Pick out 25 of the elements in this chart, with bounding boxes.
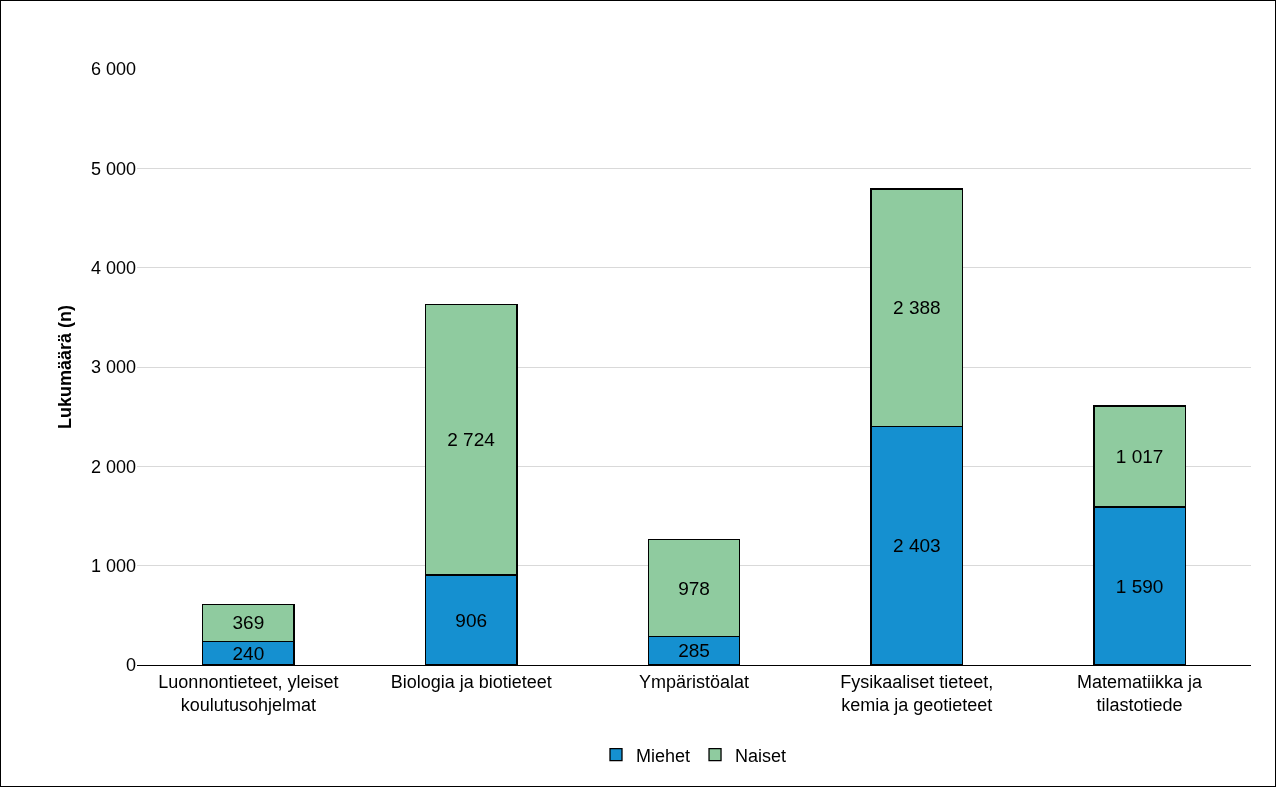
data-label: 1 017 [1115, 446, 1164, 468]
y-tick-label: 0 [125, 655, 136, 676]
legend-label: Miehet [636, 745, 691, 766]
y-tick-label: 3 000 [90, 357, 136, 378]
y-tick-label: 6 000 [90, 59, 136, 80]
data-label: 285 [678, 640, 710, 662]
x-tick-label: Matematiikka ja tilastotiede [1077, 671, 1204, 715]
y-tick-label: 1 000 [90, 555, 136, 576]
data-label: 240 [232, 642, 265, 664]
data-label: 906 [455, 609, 488, 631]
legend-label: Naiset [735, 745, 787, 766]
data-label: 369 [232, 612, 265, 634]
data-label: 2 724 [447, 429, 496, 451]
data-label: 2 403 [893, 535, 941, 557]
data-label: 1 590 [1115, 575, 1164, 597]
y-tick-label: 4 000 [90, 257, 136, 278]
y-tick-label: 2 000 [90, 456, 136, 477]
x-tick-label: Biologia ja biotieteet [390, 671, 552, 692]
y-axis-title: Lukumäärä (n) [55, 304, 76, 430]
x-tick-label: Ympäristöalat [638, 671, 750, 692]
y-tick-label: 5 000 [90, 158, 136, 179]
x-tick-label: Luonnontieteet, yleiset koulutusohjelmat [158, 671, 339, 715]
data-label: 2 388 [893, 297, 941, 319]
data-label: 978 [678, 577, 710, 599]
x-tick-label: Fysikaaliset tieteet, kemia ja geotieteet [840, 671, 994, 715]
